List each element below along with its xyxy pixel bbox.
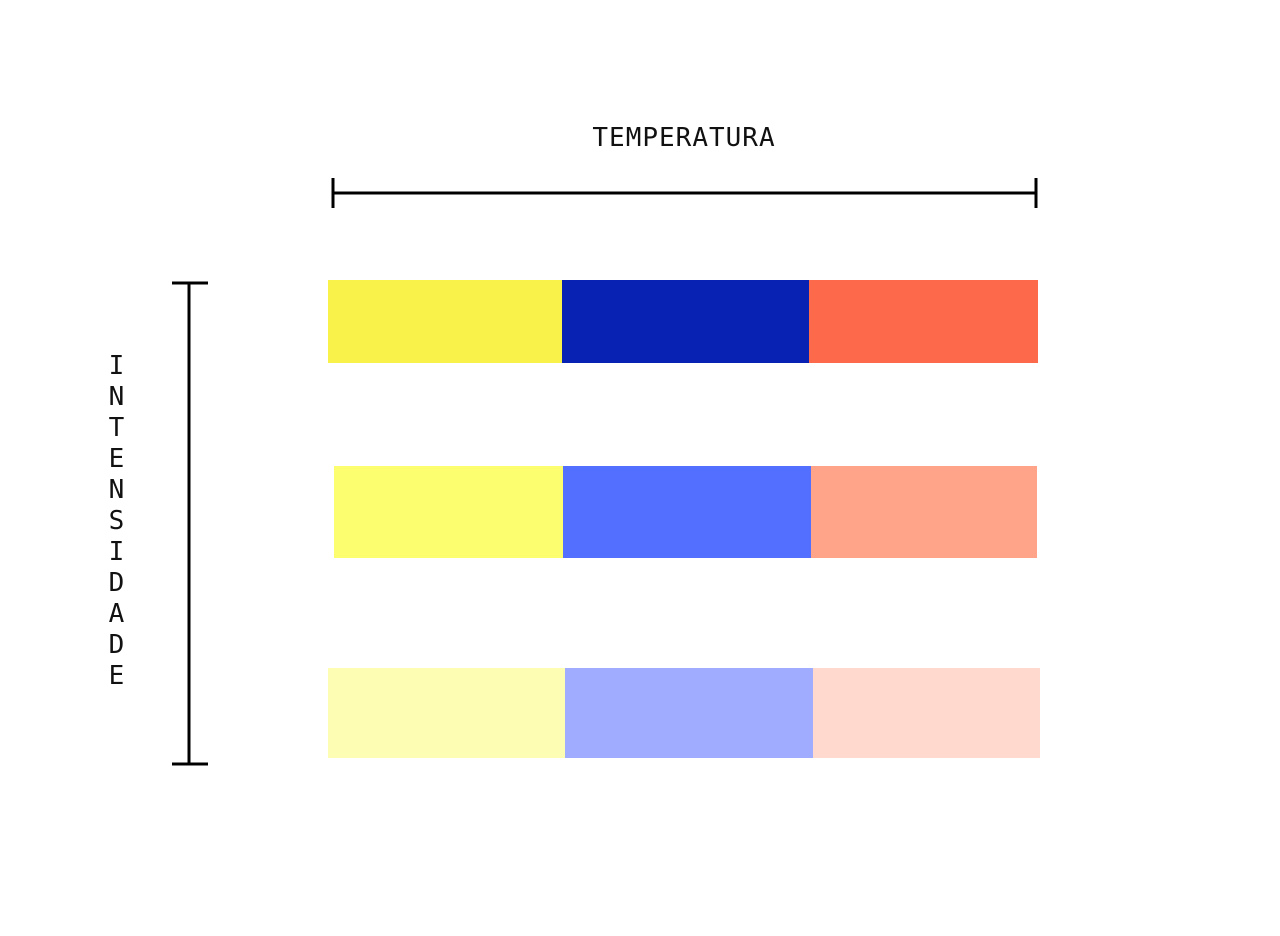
swatch-row-1-col-3 bbox=[809, 280, 1038, 363]
intensity-axis bbox=[172, 281, 208, 766]
swatch-row-1 bbox=[328, 280, 1038, 363]
temperature-axis-label: TEMPERATURA bbox=[592, 123, 775, 153]
swatch-row-2-col-3 bbox=[811, 466, 1037, 558]
swatch-row-3 bbox=[328, 668, 1040, 758]
swatch-row-1-col-2 bbox=[562, 280, 809, 363]
swatch-row-1-col-1 bbox=[328, 280, 562, 363]
swatch-row-2-col-1 bbox=[334, 466, 563, 558]
swatch-row-3-col-1 bbox=[328, 668, 565, 758]
temperature-axis bbox=[331, 178, 1038, 208]
swatch-row-2-col-2 bbox=[563, 466, 811, 558]
swatch-rows bbox=[328, 280, 1040, 758]
swatch-row-2 bbox=[334, 466, 1037, 558]
swatch-row-3-col-3 bbox=[813, 668, 1040, 758]
swatch-row-3-col-2 bbox=[565, 668, 813, 758]
